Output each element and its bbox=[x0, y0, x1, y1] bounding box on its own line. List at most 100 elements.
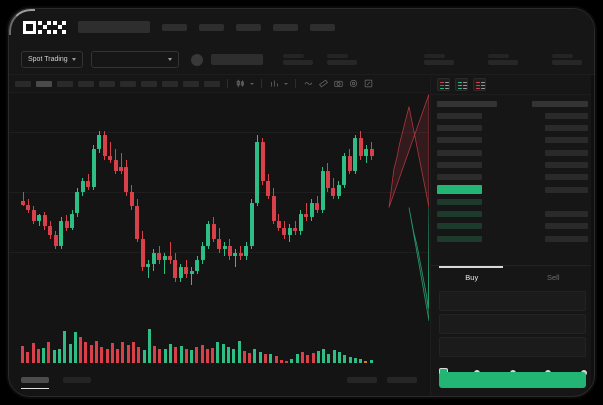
candle bbox=[70, 94, 74, 321]
tab-action-2[interactable] bbox=[387, 377, 417, 383]
market-stats-left bbox=[282, 54, 357, 65]
timeframe-button[interactable] bbox=[120, 80, 136, 87]
tab-action-1[interactable] bbox=[347, 377, 377, 383]
nav-item-3[interactable] bbox=[236, 23, 261, 31]
orderbook-ask-row[interactable] bbox=[437, 160, 588, 169]
candle bbox=[108, 94, 113, 321]
chevron-down-icon[interactable] bbox=[250, 82, 254, 85]
submit-buy-button[interactable] bbox=[439, 372, 586, 388]
volume-bar bbox=[163, 349, 167, 363]
market-header-bar: Spot Trading bbox=[9, 45, 594, 75]
orderbook-header-row bbox=[437, 99, 588, 108]
orderbook-ask-row[interactable] bbox=[437, 136, 588, 145]
candle bbox=[347, 94, 352, 321]
orderbook-mode-both-icon[interactable] bbox=[437, 78, 450, 91]
volume-bar bbox=[137, 347, 141, 363]
timeframe-button[interactable] bbox=[78, 80, 94, 87]
candle bbox=[91, 94, 96, 321]
timeframe-button[interactable] bbox=[204, 80, 220, 87]
candle bbox=[102, 94, 107, 321]
candle bbox=[173, 94, 178, 321]
orderbook-ask-row[interactable] bbox=[437, 173, 588, 182]
nav-item-1[interactable] bbox=[162, 23, 187, 31]
candle bbox=[53, 94, 58, 321]
volume-bar bbox=[311, 352, 315, 363]
volume-bar bbox=[343, 355, 347, 363]
order-price-field[interactable] bbox=[439, 291, 586, 311]
volume-chart bbox=[9, 323, 429, 363]
line-wave-icon[interactable] bbox=[303, 79, 313, 89]
ruler-icon[interactable] bbox=[318, 79, 328, 89]
order-amount-field[interactable] bbox=[439, 314, 586, 334]
timeframe-button[interactable] bbox=[57, 80, 73, 87]
candle bbox=[113, 94, 118, 321]
candles-icon[interactable] bbox=[235, 79, 245, 89]
volume-bar bbox=[369, 360, 373, 363]
volume-bar bbox=[79, 337, 83, 363]
timeframe-button[interactable] bbox=[183, 80, 199, 87]
tab-order-history[interactable] bbox=[63, 369, 91, 391]
okx-logo-icon[interactable] bbox=[23, 20, 66, 34]
trading-pair-selector[interactable] bbox=[90, 51, 179, 68]
nav-item-2[interactable] bbox=[199, 23, 224, 31]
volume-bar bbox=[147, 329, 151, 363]
volume-bar bbox=[205, 349, 209, 363]
timeframe-button[interactable] bbox=[15, 80, 31, 87]
order-total-field[interactable] bbox=[439, 337, 586, 357]
timeframe-button-active[interactable] bbox=[36, 80, 52, 87]
orderbook-bid-row[interactable] bbox=[437, 197, 588, 206]
camera-icon[interactable] bbox=[333, 79, 343, 89]
volume-bar bbox=[316, 350, 320, 363]
orderbook-ask-row[interactable] bbox=[437, 148, 588, 157]
tab-sell[interactable]: Sell bbox=[513, 266, 595, 288]
indicators-icon[interactable] bbox=[269, 79, 279, 89]
candle bbox=[21, 94, 25, 321]
volume-bar bbox=[190, 350, 194, 363]
volume-bar bbox=[57, 348, 61, 363]
chevron-down-icon[interactable] bbox=[284, 82, 288, 85]
volume-bar bbox=[216, 342, 220, 363]
volume-bar bbox=[274, 355, 278, 363]
orderbook-bid-row[interactable] bbox=[437, 222, 588, 231]
volume-bar bbox=[227, 346, 231, 363]
device-frame: Spot Trading bbox=[8, 8, 595, 397]
volume-bar bbox=[248, 352, 252, 363]
nav-item-5[interactable] bbox=[310, 23, 335, 31]
orderbook-bid-row[interactable] bbox=[437, 234, 588, 243]
candle bbox=[309, 94, 314, 321]
toolbar-divider bbox=[295, 79, 296, 88]
timeframe-button[interactable] bbox=[141, 80, 157, 87]
orderbook-ask-row[interactable] bbox=[437, 111, 588, 120]
tab-open-orders[interactable] bbox=[21, 369, 49, 391]
candle bbox=[293, 94, 298, 321]
settings-icon[interactable] bbox=[348, 79, 358, 89]
volume-bar bbox=[36, 349, 40, 363]
orderbook-bid-row[interactable] bbox=[437, 210, 588, 219]
volume-bar bbox=[359, 359, 363, 363]
tab-buy[interactable]: Buy bbox=[431, 266, 513, 288]
volume-bar bbox=[174, 347, 178, 363]
toolbar-divider bbox=[261, 79, 262, 88]
fullscreen-icon[interactable] bbox=[363, 79, 373, 89]
page-scrollbar[interactable] bbox=[591, 75, 594, 396]
candle bbox=[271, 94, 276, 321]
candle bbox=[331, 94, 336, 321]
volume-bar bbox=[100, 346, 104, 363]
timeframe-button[interactable] bbox=[162, 80, 178, 87]
orderbook-mode-bids-icon[interactable] bbox=[455, 78, 468, 91]
candle bbox=[353, 94, 358, 321]
candle bbox=[162, 94, 167, 321]
search-input[interactable] bbox=[78, 21, 150, 33]
timeframe-button[interactable] bbox=[99, 80, 115, 87]
candle bbox=[178, 94, 183, 321]
candle bbox=[200, 94, 205, 321]
orderbook-ask-row[interactable] bbox=[437, 124, 588, 133]
nav-item-4[interactable] bbox=[273, 23, 298, 31]
trading-mode-selector[interactable]: Spot Trading bbox=[21, 51, 83, 68]
orderbook-mode-asks-icon[interactable] bbox=[473, 78, 486, 91]
volume-bar bbox=[269, 354, 273, 363]
candle bbox=[364, 94, 369, 321]
volume-bar bbox=[258, 352, 262, 363]
candlestick-chart[interactable] bbox=[9, 94, 429, 321]
orderbook[interactable] bbox=[431, 95, 594, 265]
